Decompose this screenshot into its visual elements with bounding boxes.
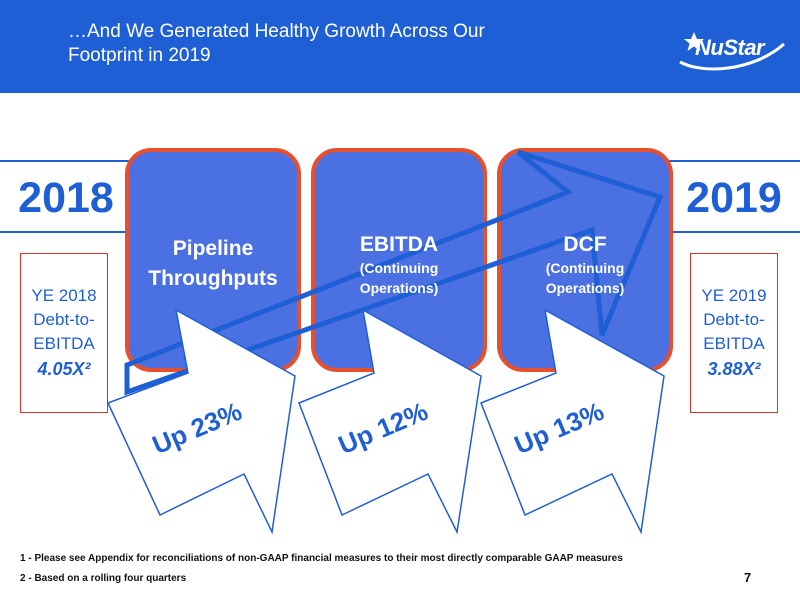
debt-start-line3: EBITDA bbox=[33, 334, 95, 353]
metric-sub-ebitda: (Continuing Operations) bbox=[311, 258, 487, 298]
year-band-2018: 2018 bbox=[0, 160, 132, 233]
year-end-label: 2019 bbox=[686, 174, 782, 222]
metric-title-pipeline-line2: Throughputs bbox=[148, 267, 278, 290]
up-arrow-icon-1 bbox=[106, 308, 296, 535]
metric-sub-ebitda-line2: Operations) bbox=[359, 280, 439, 296]
metric-title-dcf: DCF bbox=[563, 233, 607, 256]
debt-box-2019: YE 2019 Debt-to- EBITDA 3.88X² bbox=[690, 253, 778, 413]
debt-end-ratio: 3.88X² bbox=[707, 359, 761, 379]
header-bar: …And We Generated Healthy Growth Across … bbox=[0, 0, 800, 93]
slide-title: …And We Generated Healthy Growth Across … bbox=[68, 20, 628, 68]
debt-start-line2: Debt-to- bbox=[33, 310, 95, 329]
slide-title-line2: Footprint in 2019 bbox=[68, 45, 211, 66]
metric-sub-ebitda-line1: (Continuing bbox=[359, 260, 439, 276]
slide-title-line1: …And We Generated Healthy Growth Across … bbox=[68, 21, 485, 42]
logo-text: NuStar bbox=[695, 35, 765, 60]
debt-end-line2: Debt-to- bbox=[703, 310, 765, 329]
logo-swoosh-icon bbox=[679, 32, 785, 71]
year-start-label: 2018 bbox=[18, 174, 114, 222]
debt-end-line3: EBITDA bbox=[703, 334, 765, 353]
debt-box-2018: YE 2018 Debt-to- EBITDA 4.05X² bbox=[20, 253, 108, 413]
debt-start-line1: YE 2018 bbox=[31, 286, 97, 305]
metric-title-pipeline: Pipeline Throughputs bbox=[125, 234, 301, 294]
footnote-1: 1 - Please see Appendix for reconciliati… bbox=[20, 553, 623, 564]
metric-sub-dcf: (Continuing Operations) bbox=[497, 258, 673, 298]
metric-title-pipeline-line1: Pipeline bbox=[172, 237, 254, 260]
metric-title-ebitda: EBITDA bbox=[359, 233, 439, 256]
up-arrow-icon-3 bbox=[480, 308, 665, 535]
metric-sub-dcf-line1: (Continuing bbox=[545, 260, 625, 276]
logo-star-icon bbox=[684, 32, 704, 51]
page-number: 7 bbox=[744, 570, 752, 585]
footnote-2: 2 - Based on a rolling four quarters bbox=[20, 573, 187, 584]
up-arrow-icon-2 bbox=[298, 308, 482, 535]
metric-sub-dcf-line2: Operations) bbox=[545, 280, 625, 296]
debt-end-line1: YE 2019 bbox=[701, 286, 767, 305]
debt-start-ratio: 4.05X² bbox=[37, 359, 91, 379]
nustar-logo: NuStar bbox=[672, 24, 790, 74]
year-band-2019: 2019 bbox=[668, 160, 800, 233]
